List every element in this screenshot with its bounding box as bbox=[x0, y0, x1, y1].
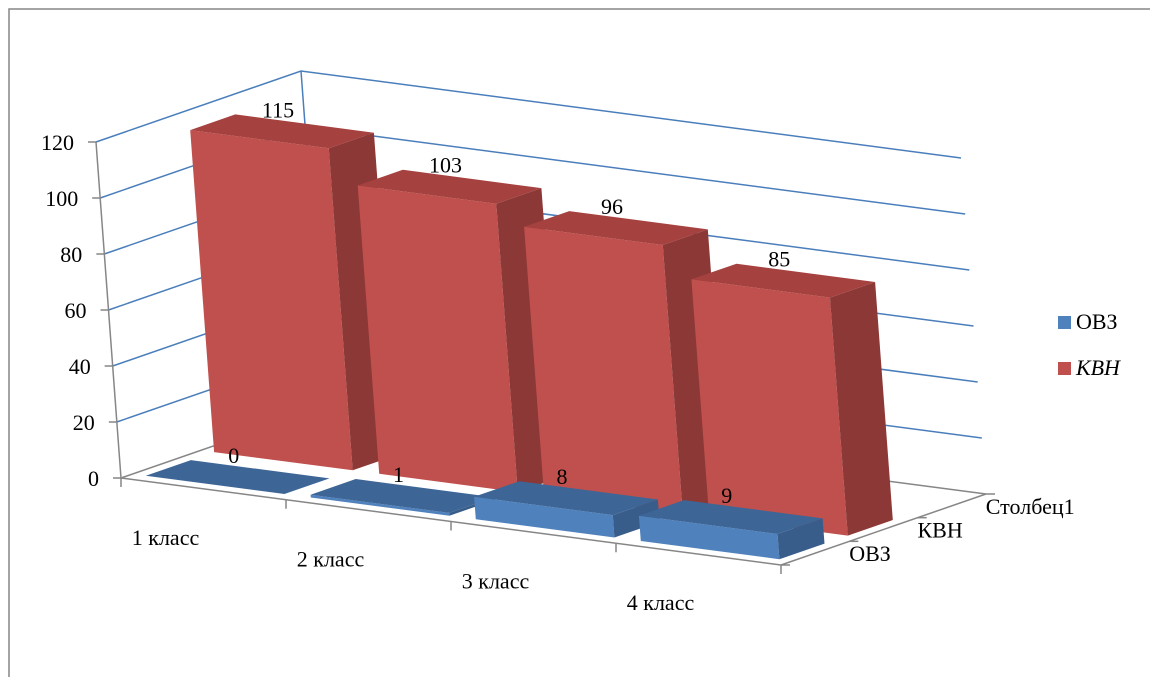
data-label: 103 bbox=[429, 153, 462, 178]
bar-КВН-2 bbox=[524, 211, 728, 514]
x-tick-label: 3 класс bbox=[462, 568, 530, 593]
data-label: 0 bbox=[228, 443, 239, 468]
y-tick-label: 20 bbox=[73, 410, 95, 435]
y-tick-label: 120 bbox=[41, 130, 74, 155]
y-tick-label: 60 bbox=[65, 298, 87, 323]
legend-swatch bbox=[1058, 362, 1071, 375]
bar-front-face bbox=[691, 279, 848, 536]
y-tick-labels: 0 20 40 60 80 100 120 bbox=[41, 130, 99, 491]
bar-ОВЗ-0 bbox=[145, 460, 330, 494]
bar-side-face bbox=[830, 282, 893, 536]
depth-labels: ОВЗ КВН Столбец1 bbox=[849, 494, 1074, 566]
bar-ОВЗ-2 bbox=[474, 481, 660, 538]
bar-top-face bbox=[357, 169, 542, 204]
bar-КВН-3 bbox=[691, 263, 893, 536]
bar-front-face bbox=[190, 130, 353, 471]
y-tick-label: 0 bbox=[88, 466, 99, 491]
bar-front-face bbox=[524, 226, 683, 514]
data-label: 1 bbox=[393, 462, 404, 487]
data-label: 9 bbox=[721, 483, 732, 508]
bar-front-face bbox=[310, 494, 450, 516]
legend-swatch bbox=[1058, 316, 1071, 329]
legend-label: ОВЗ bbox=[1076, 309, 1118, 334]
bar-front-face bbox=[357, 185, 518, 493]
bars bbox=[145, 114, 893, 560]
x-tick-label: 1 класс bbox=[132, 525, 200, 550]
data-label: 85 bbox=[768, 247, 790, 272]
bar-top-face bbox=[638, 500, 823, 534]
legend-label: КВН bbox=[1075, 355, 1121, 380]
bar-side-face bbox=[777, 518, 825, 560]
bar-top-face bbox=[691, 263, 876, 298]
depth-tick-label: Столбец1 bbox=[986, 494, 1075, 519]
y-tick-label: 40 bbox=[69, 354, 91, 379]
y-tick-label: 100 bbox=[45, 186, 78, 211]
data-label: 115 bbox=[262, 97, 294, 122]
bar-top-face bbox=[310, 479, 495, 513]
legend: ОВЗ КВН bbox=[1058, 309, 1121, 380]
depth-tick-label: КВН bbox=[918, 518, 963, 543]
data-label: 96 bbox=[601, 194, 623, 219]
bar-top-face bbox=[524, 211, 708, 245]
category-labels: 1 класс 2 класс 3 класс 4 класс bbox=[132, 525, 695, 615]
data-label: 8 bbox=[557, 464, 568, 489]
bar-front-face bbox=[638, 515, 780, 560]
y-tick-label: 80 bbox=[60, 242, 82, 267]
depth-tick-label: ОВЗ bbox=[849, 541, 891, 566]
bar-top-face bbox=[145, 460, 330, 494]
chart-border bbox=[8, 8, 1150, 677]
y-axis bbox=[95, 141, 122, 479]
depth-axis bbox=[780, 493, 987, 566]
bar-top-face bbox=[474, 481, 658, 516]
bar-top-face bbox=[190, 114, 374, 149]
bar-side-face bbox=[612, 499, 660, 538]
value-labels: 115 103 96 85 0 1 8 9 bbox=[228, 97, 790, 508]
x-tick-label: 2 класс bbox=[297, 547, 365, 572]
bar-front-face bbox=[474, 496, 615, 538]
x-tick-label: 4 класс bbox=[627, 590, 695, 615]
bar-ОВЗ-3 bbox=[638, 500, 825, 560]
